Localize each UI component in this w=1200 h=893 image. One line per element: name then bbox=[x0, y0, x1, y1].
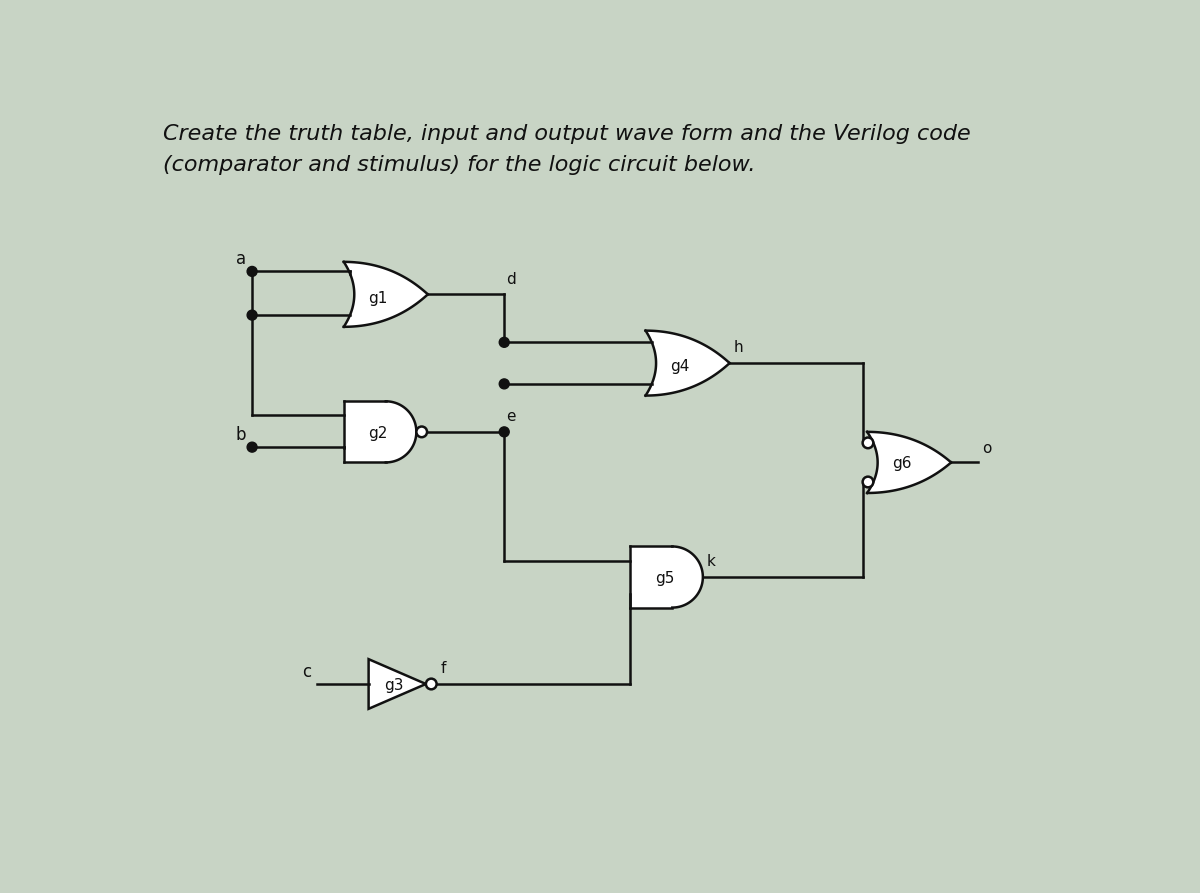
Text: g3: g3 bbox=[384, 678, 403, 693]
Polygon shape bbox=[630, 547, 672, 607]
Polygon shape bbox=[868, 432, 952, 493]
Text: o: o bbox=[982, 441, 991, 456]
Polygon shape bbox=[343, 401, 385, 463]
Circle shape bbox=[247, 442, 257, 452]
Circle shape bbox=[247, 266, 257, 277]
Text: e: e bbox=[506, 409, 516, 424]
Polygon shape bbox=[368, 659, 426, 709]
Circle shape bbox=[863, 438, 874, 448]
Text: g5: g5 bbox=[655, 571, 674, 586]
Text: c: c bbox=[301, 663, 311, 681]
Circle shape bbox=[499, 427, 509, 437]
Polygon shape bbox=[646, 330, 730, 396]
Text: g1: g1 bbox=[368, 290, 388, 305]
Circle shape bbox=[247, 310, 257, 320]
Text: d: d bbox=[506, 271, 516, 287]
Circle shape bbox=[863, 477, 874, 488]
Circle shape bbox=[426, 679, 437, 689]
Text: g4: g4 bbox=[671, 359, 690, 374]
Text: k: k bbox=[707, 555, 715, 570]
Polygon shape bbox=[343, 262, 428, 327]
Text: g6: g6 bbox=[892, 456, 911, 472]
Text: Create the truth table, input and output wave form and the Verilog code: Create the truth table, input and output… bbox=[163, 124, 971, 144]
Circle shape bbox=[499, 379, 509, 388]
Text: (comparator and stimulus) for the logic circuit below.: (comparator and stimulus) for the logic … bbox=[163, 154, 755, 174]
Polygon shape bbox=[672, 547, 703, 607]
Text: b: b bbox=[235, 426, 246, 444]
Text: h: h bbox=[733, 340, 743, 355]
Text: g2: g2 bbox=[368, 426, 388, 441]
Circle shape bbox=[416, 427, 427, 438]
Text: a: a bbox=[236, 250, 246, 269]
Polygon shape bbox=[385, 401, 416, 463]
Circle shape bbox=[499, 338, 509, 347]
Text: f: f bbox=[440, 662, 445, 676]
